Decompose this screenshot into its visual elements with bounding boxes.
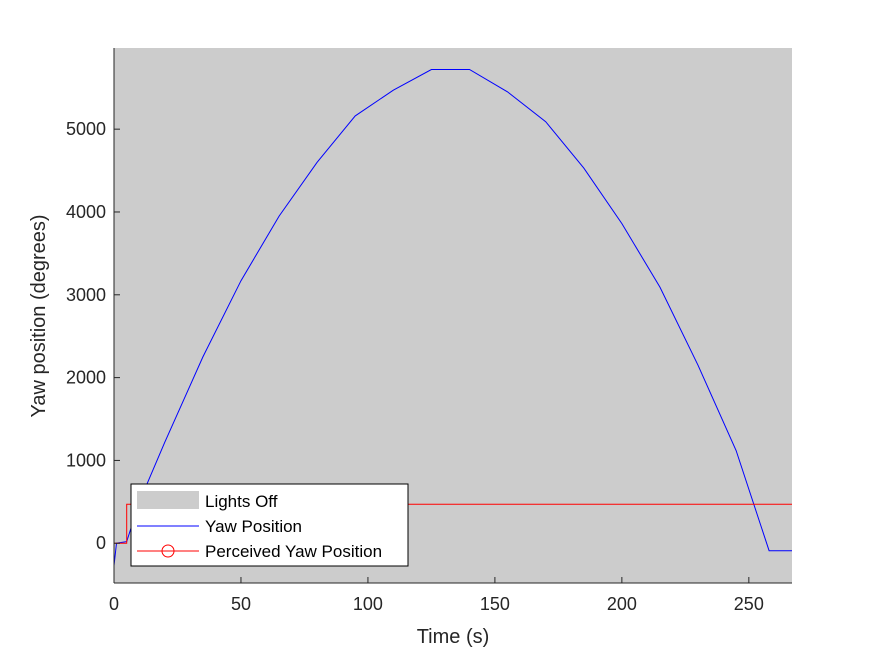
legend-marker-perceived-yaw [161, 544, 175, 558]
legend: Lights Off Yaw Position Perceived Yaw Po… [130, 483, 409, 567]
y-tick-label: 3000 [66, 285, 106, 305]
legend-label-yaw-position: Yaw Position [205, 517, 302, 536]
legend-label-lights-off: Lights Off [205, 492, 278, 511]
x-tick-label: 100 [353, 594, 383, 614]
series-line-yaw-position [114, 69, 792, 566]
x-tick-label: 0 [109, 594, 119, 614]
y-tick-label: 0 [96, 533, 106, 553]
x-axis: 0 50 100 150 200 250 [109, 577, 764, 614]
y-axis: 0 1000 2000 3000 4000 5000 [66, 119, 120, 553]
legend-label-perceived-yaw: Perceived Yaw Position [205, 542, 382, 561]
series-line-perceived-yaw-position [114, 503, 792, 544]
x-tick-label: 50 [231, 594, 251, 614]
y-tick-label: 1000 [66, 450, 106, 470]
y-tick-label: 2000 [66, 368, 106, 388]
y-tick-label: 5000 [66, 119, 106, 139]
x-axis-label: Time (s) [417, 626, 490, 648]
y-tick-label: 4000 [66, 202, 106, 222]
y-axis-label: Yaw position (degrees) [28, 214, 50, 417]
x-tick-label: 200 [607, 594, 637, 614]
legend-swatch-lights-off [137, 491, 199, 509]
x-tick-label: 150 [480, 594, 510, 614]
x-tick-label: 250 [734, 594, 764, 614]
axes-box [113, 48, 792, 584]
